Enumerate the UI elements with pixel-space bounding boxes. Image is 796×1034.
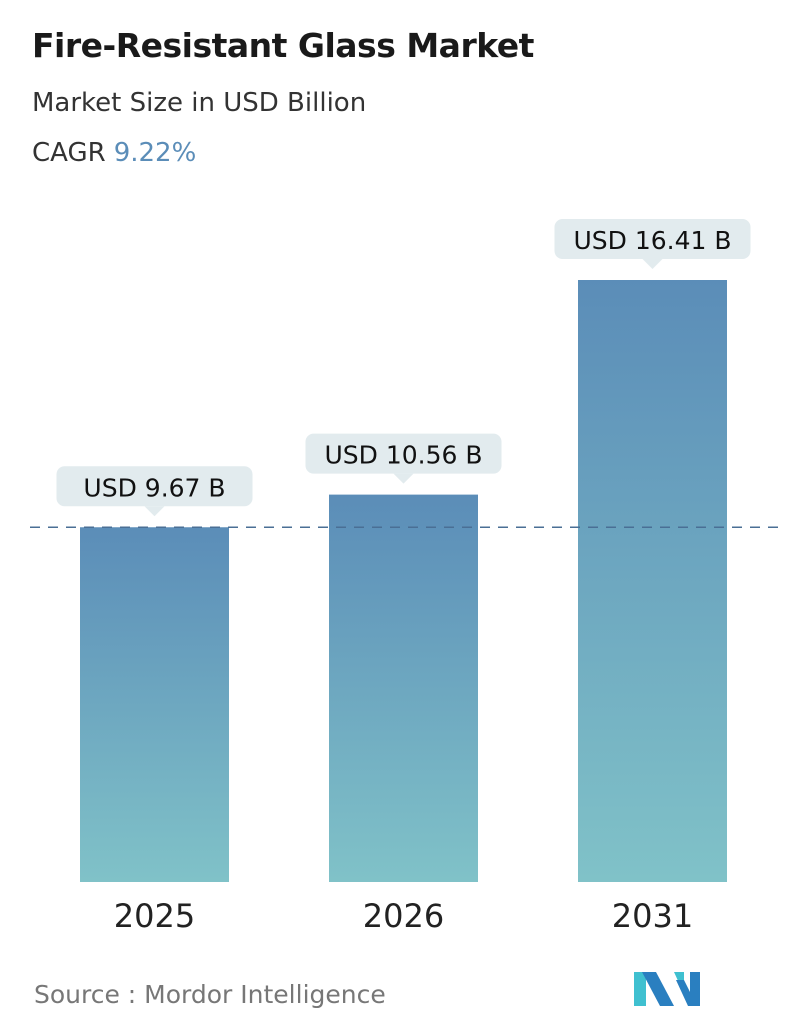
cagr-label: CAGR: [32, 138, 106, 168]
bar-2031: [578, 280, 727, 882]
data-label: USD 9.67 B: [83, 473, 225, 502]
cagr-value: 9.22%: [113, 138, 197, 168]
chart-subtitle: Market Size in USD Billion: [32, 88, 367, 118]
bar-2026: [329, 494, 478, 882]
x-tick-label: 2031: [612, 897, 693, 935]
mordor-logo: [634, 972, 700, 1006]
data-label-box: [554, 219, 751, 259]
data-label-pointer: [642, 259, 663, 269]
bar-2025: [80, 527, 229, 882]
data-label: USD 10.56 B: [324, 441, 482, 470]
chart-title: Fire-Resistant Glass Market: [32, 26, 534, 65]
data-label-box: [56, 466, 253, 507]
source-text: Source : Mordor Intelligence: [34, 980, 386, 1009]
x-tick-label: 2026: [363, 897, 444, 935]
data-label-box: [305, 433, 502, 474]
data-label: USD 16.41 B: [573, 226, 731, 255]
x-tick-label: 2025: [114, 897, 195, 935]
data-label-pointer: [393, 473, 414, 484]
data-label-pointer: [144, 506, 165, 517]
cagr: CAGR 9.22%: [32, 138, 196, 168]
